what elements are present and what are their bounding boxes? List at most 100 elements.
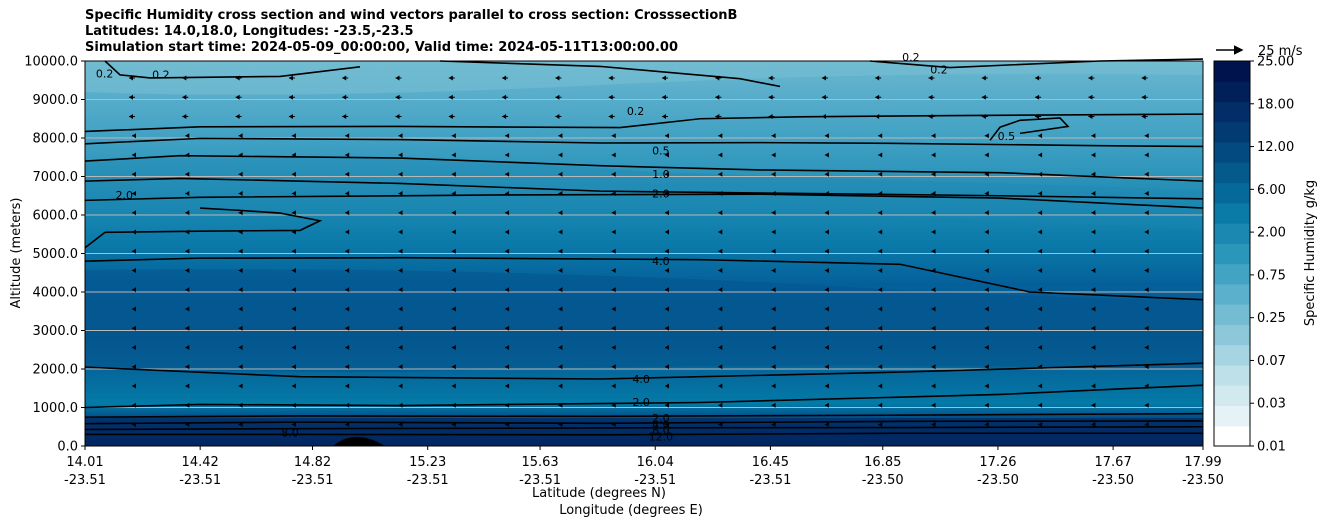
wind-vector-head [185, 171, 190, 177]
wind-vector-head [1144, 152, 1149, 158]
wind-vector-head [771, 306, 776, 312]
wind-vector-head [345, 287, 350, 293]
wind-vector-head [398, 325, 403, 331]
wind-vector-head [448, 114, 453, 119]
title-line-3: Simulation start time: 2024-05-09_00:00:… [85, 40, 678, 55]
wind-vector-head [931, 402, 936, 408]
wind-vector-head [558, 229, 563, 235]
wind-vector-head [345, 248, 350, 254]
wind-vector-head [291, 152, 296, 158]
x-tick-label-lat: 17.67 [1095, 455, 1132, 470]
wind-vector-head [1035, 75, 1040, 81]
wind-vector-head [238, 133, 243, 139]
wind-vector-head [931, 422, 936, 427]
wind-vector-head [931, 383, 936, 389]
wind-vector-head [715, 75, 720, 81]
wind-vector-head [1038, 383, 1043, 389]
wind-vector-head [665, 345, 669, 350]
wind-vector-head [451, 422, 456, 427]
wind-vector-head [824, 345, 829, 350]
wind-vector-head [1038, 422, 1043, 427]
contour-label: 4.0 [652, 418, 670, 431]
wind-vector-head [502, 114, 507, 119]
wind-vector-head [451, 210, 456, 216]
wind-vector-head [451, 345, 456, 350]
wind-vector-head [555, 114, 560, 119]
wind-vector-head [185, 325, 190, 331]
wind-vector-head [238, 152, 243, 158]
wind-vector-head [1144, 248, 1149, 254]
wind-vector-head [132, 210, 136, 216]
colorbar-tick-label: 2.00 [1257, 226, 1286, 241]
wind-vector-head [451, 268, 456, 273]
wind-vector-head [768, 75, 773, 81]
wind-vector-head [185, 268, 190, 273]
wind-vector-head [824, 268, 829, 273]
wind-vector-head [398, 171, 403, 177]
wind-vector-head [824, 152, 829, 158]
wind-vector-head [555, 94, 560, 100]
wind-vector-head [1144, 422, 1149, 427]
contour-label: 4.0 [632, 373, 650, 386]
wind-vector-head [398, 422, 403, 427]
y-tick-label: 0.0 [57, 440, 78, 455]
wind-vector-head [398, 306, 403, 312]
wind-vector-head [1038, 364, 1043, 370]
wind-vector-head [878, 325, 883, 331]
wind-vector-head [132, 325, 136, 331]
wind-vector-head [451, 325, 456, 331]
y-tick-label: 7000.0 [33, 170, 79, 185]
wind-vector-head [875, 114, 880, 119]
y-tick-label: 3000.0 [33, 324, 79, 339]
wind-vector-head [771, 422, 776, 427]
wind-vector-head [558, 287, 563, 293]
x-tick-label-lat: 15.23 [409, 455, 446, 470]
wind-vector-head [1144, 402, 1149, 408]
wind-vector-head [878, 248, 883, 254]
colorbar-swatch [1214, 202, 1250, 224]
wind-vector-head [291, 210, 296, 216]
wind-vector-head [824, 422, 829, 427]
wind-vector-head [1088, 75, 1093, 81]
wind-vector-head [235, 114, 240, 119]
wind-vector-head [824, 133, 829, 139]
wind-vector-head [185, 133, 190, 139]
wind-vector-head [132, 229, 136, 235]
wind-vector-head [771, 171, 776, 177]
wind-vector-head [132, 152, 136, 158]
wind-vector-head [1038, 325, 1043, 331]
wind-vector-head [291, 248, 296, 254]
wind-vector-head [821, 114, 826, 119]
wind-vector-head [238, 210, 243, 216]
contour-line [84, 207, 323, 249]
wind-vector-head [878, 364, 883, 370]
wind-vector-head [238, 422, 243, 427]
wind-vector-head [715, 94, 720, 100]
wind-vector-head [718, 210, 723, 216]
wind-vector-head [771, 287, 776, 293]
wind-vector-head [824, 248, 829, 254]
wind-vector-head [132, 306, 136, 312]
contour-label: 0.2 [96, 67, 114, 80]
wind-vector-head [451, 152, 456, 158]
wind-vector-head [558, 402, 563, 408]
wind-vector-head [771, 133, 776, 139]
wind-vector-head [345, 191, 350, 196]
wind-vector-head [665, 287, 669, 293]
wind-vector-head [558, 152, 563, 158]
contour-line [84, 154, 1204, 182]
colorbar-swatch [1214, 223, 1250, 244]
wind-vector-head [558, 422, 563, 427]
wind-vector-head [984, 325, 989, 331]
wind-vector-head [665, 383, 669, 389]
wind-vector-head [345, 152, 350, 158]
wind-vector-head [718, 402, 723, 408]
wind-vector-head [984, 229, 989, 235]
contour-line [439, 60, 781, 88]
wind-vector-head [345, 210, 350, 216]
wind-vector-head [1038, 402, 1043, 408]
wind-vector-head [984, 287, 989, 293]
wind-vector-head [931, 306, 936, 312]
contour-label: 0.2 [152, 68, 170, 81]
wind-vector-head [235, 75, 240, 81]
